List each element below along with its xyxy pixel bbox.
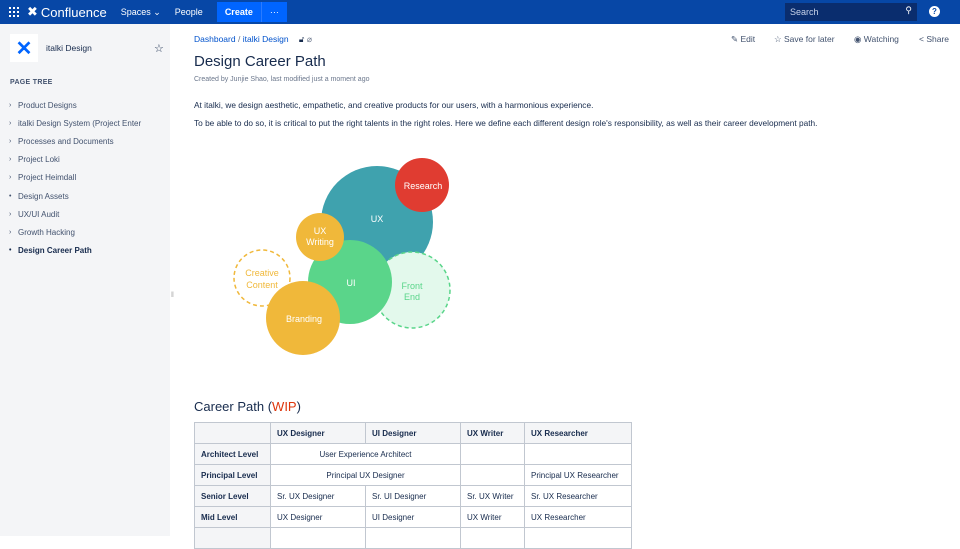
chevron-right-icon: › [9, 228, 12, 236]
top-navigation: ✖ Confluence Spaces ⌄ People Create ··· S… [0, 0, 960, 24]
creative-content-label-2: Content [246, 280, 278, 290]
breadcrumb-dashboard[interactable]: Dashboard [194, 34, 236, 44]
branding-label: Branding [286, 314, 322, 324]
tree-item[interactable]: › italki Design System (Project Enter [9, 118, 142, 128]
save-for-later-button[interactable]: ☆ Save for later [774, 34, 835, 44]
sidebar-resize-handle[interactable]: ‖ [171, 292, 174, 299]
tree-item[interactable]: › UX/UI Audit [9, 209, 60, 219]
share-icon: < [919, 34, 924, 44]
table-header-row: UX Designer UI Designer UX Writer UX Res… [194, 422, 632, 444]
create-button[interactable]: Create [216, 2, 261, 22]
people-link[interactable]: People [174, 7, 203, 17]
page-title: Design Career Path [194, 53, 326, 70]
confluence-icon: ✖ [27, 4, 38, 19]
table-row: Principal Level Principal UX Designer Prin… [194, 464, 632, 486]
table-row: Architect Level User Experience Architect [194, 443, 632, 465]
space-avatar: ✕ [10, 34, 38, 62]
table-row: Senior Level Sr. UX Designer Sr. UI Design… [194, 485, 632, 507]
front-end-label: Front [401, 281, 423, 291]
eye-icon: ◉ [854, 34, 862, 44]
tree-item-selected[interactable]: • Design Career Path [9, 246, 92, 256]
breadcrumb: Dashboard / italki Design 🔓︎ ⌀ [194, 34, 312, 44]
help-icon[interactable]: ? [929, 6, 940, 17]
tree-item[interactable]: › Growth Hacking [9, 227, 75, 237]
pencil-icon: ✎ [731, 34, 739, 44]
creative-content-circle [233, 249, 291, 307]
tree-item[interactable]: › Product Designs [9, 100, 77, 110]
chevron-right-icon: › [9, 174, 12, 182]
restrictions-icon[interactable]: 🔓︎ [298, 34, 305, 44]
creative-content-label: Creative [245, 268, 279, 278]
star-icon: ☆ [774, 34, 782, 44]
search-input[interactable]: Search ⚲ [785, 3, 917, 21]
front-end-label-2: End [404, 292, 420, 302]
chevron-right-icon: › [9, 137, 12, 145]
career-path-heading: Career Path (WIP) [194, 399, 301, 414]
intro-paragraph-2: To be able to do so, it is critical to p… [194, 118, 818, 128]
chevron-right-icon: › [9, 119, 12, 127]
research-label: Research [404, 181, 443, 191]
page-tree-label: PAGE TREE [10, 79, 53, 86]
tree-item[interactable]: › Processes and Documents [9, 136, 114, 146]
design-roles-diagram: UX Research UX Writing UI Front End Crea… [233, 158, 451, 355]
tree-item[interactable]: • Design Assets [9, 191, 69, 201]
confluence-logo[interactable]: ✖ Confluence [27, 4, 107, 20]
breadcrumb-space[interactable]: italki Design [242, 34, 289, 44]
watching-button[interactable]: ◉ Watching [854, 34, 899, 44]
sidebar: ✕ italki Design ☆ PAGE TREE › Product Desi… [0, 24, 170, 536]
search-icon: ⚲ [905, 5, 912, 15]
ux-writing-label: UX [314, 226, 327, 236]
space-header[interactable]: ✕ italki Design [10, 34, 92, 62]
table-row [194, 527, 632, 549]
ui-label: UI [347, 278, 356, 288]
app-switcher-icon[interactable] [9, 7, 19, 17]
career-path-table: UX Designer UI Designer UX Writer UX Res… [194, 422, 632, 549]
branding-circle [266, 281, 340, 355]
ux-writing-circle [296, 213, 344, 261]
spaces-menu[interactable]: Spaces ⌄ [120, 6, 161, 17]
ux-writing-label-2: Writing [306, 237, 334, 247]
table-row: Mid Level UX Designer UI Designer UX Writer… [194, 506, 632, 528]
page-meta: Created by Junjie Shao, last modified ju… [194, 76, 370, 83]
edit-button[interactable]: ✎ Edit [731, 34, 756, 44]
chevron-right-icon: › [9, 101, 12, 109]
tree-item[interactable]: › Project Loki [9, 155, 60, 165]
more-create-button[interactable]: ··· [260, 2, 287, 22]
intro-paragraph: At italki, we design aesthetic, empathet… [194, 100, 594, 110]
chevron-down-icon: ⌄ [153, 6, 161, 17]
share-button[interactable]: < Share [919, 34, 950, 44]
chevron-right-icon: › [9, 210, 12, 218]
attachment-icon[interactable]: ⌀ [306, 34, 312, 44]
bullet-icon: • [9, 192, 12, 200]
page-tree: › Product Designs › italki Design System (… [9, 96, 141, 260]
star-icon[interactable]: ☆ [154, 43, 164, 55]
chevron-right-icon: › [9, 156, 12, 164]
bullet-icon: • [9, 247, 12, 255]
ux-label: UX [371, 214, 384, 224]
research-circle [395, 158, 449, 212]
tree-item[interactable]: › Project Heimdall [9, 173, 77, 183]
